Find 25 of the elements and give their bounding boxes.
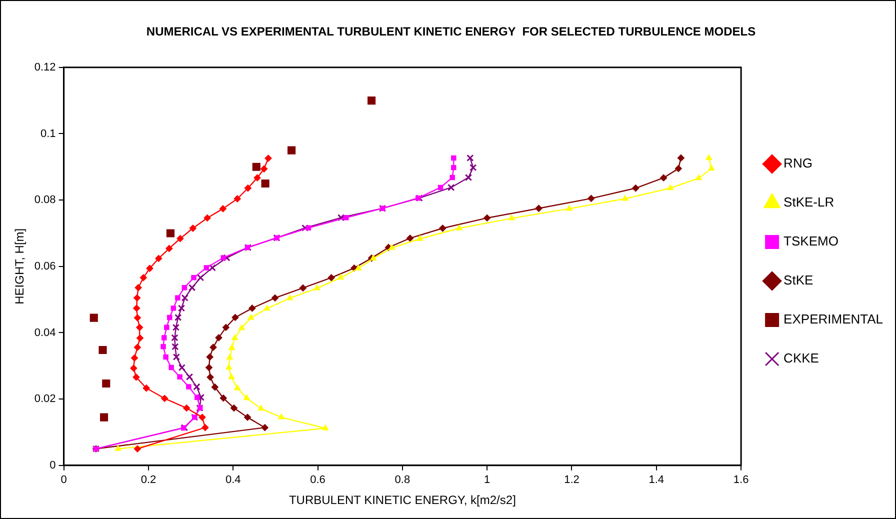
x-tick-label: 0.8	[394, 474, 410, 486]
x-tick-label: 1.6	[733, 474, 749, 486]
x-axis-title: TURBULENT KINETIC ENERGY, k[m2/s2]	[288, 493, 516, 508]
x-tick-label: 0.2	[140, 474, 156, 486]
x-tick-label: 1	[484, 474, 490, 486]
legend-label: StKE	[784, 272, 814, 288]
y-tick-label: 0.08	[34, 194, 56, 206]
legend-label: CKKE	[784, 350, 820, 366]
y-axis-title: HEIGHT, H[m]	[12, 228, 27, 304]
y-tick-label: 0.12	[34, 61, 56, 74]
legend-label: TSKEMO	[784, 234, 838, 249]
y-tick-label: 0.02	[34, 393, 56, 406]
x-tick-label: 0.6	[310, 474, 326, 486]
legend-label: EXPERIMENTAL	[784, 312, 884, 327]
legend-label: StKE-LR	[784, 194, 834, 210]
x-tick-label: 1.2	[564, 474, 580, 486]
x-tick-label: 0	[60, 474, 67, 486]
x-tick-label: 1.4	[648, 474, 664, 486]
y-tick-label: 0.04	[34, 326, 56, 339]
legend-label: RNG	[784, 156, 812, 171]
y-tick-label: 0	[50, 459, 56, 472]
y-tick-label: 0.1	[40, 128, 56, 140]
y-tick-label: 0.06	[34, 260, 56, 272]
chart-title: NUMERICAL VS EXPERIMENTAL TURBULENT KINETIC ENERGY FOR SELECTED TURBULENCE MODELS	[146, 24, 756, 39]
x-tick-label: 0.4	[225, 474, 241, 486]
